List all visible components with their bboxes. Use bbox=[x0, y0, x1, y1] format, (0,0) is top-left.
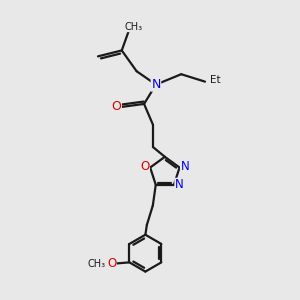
Text: N: N bbox=[181, 160, 189, 172]
Text: Et: Et bbox=[210, 75, 221, 85]
Text: CH₃: CH₃ bbox=[124, 22, 143, 32]
Text: O: O bbox=[107, 257, 116, 270]
Text: CH₃: CH₃ bbox=[87, 260, 105, 269]
Text: N: N bbox=[175, 178, 184, 191]
Text: O: O bbox=[140, 160, 149, 172]
Text: O: O bbox=[112, 100, 122, 113]
Text: N: N bbox=[151, 78, 160, 91]
